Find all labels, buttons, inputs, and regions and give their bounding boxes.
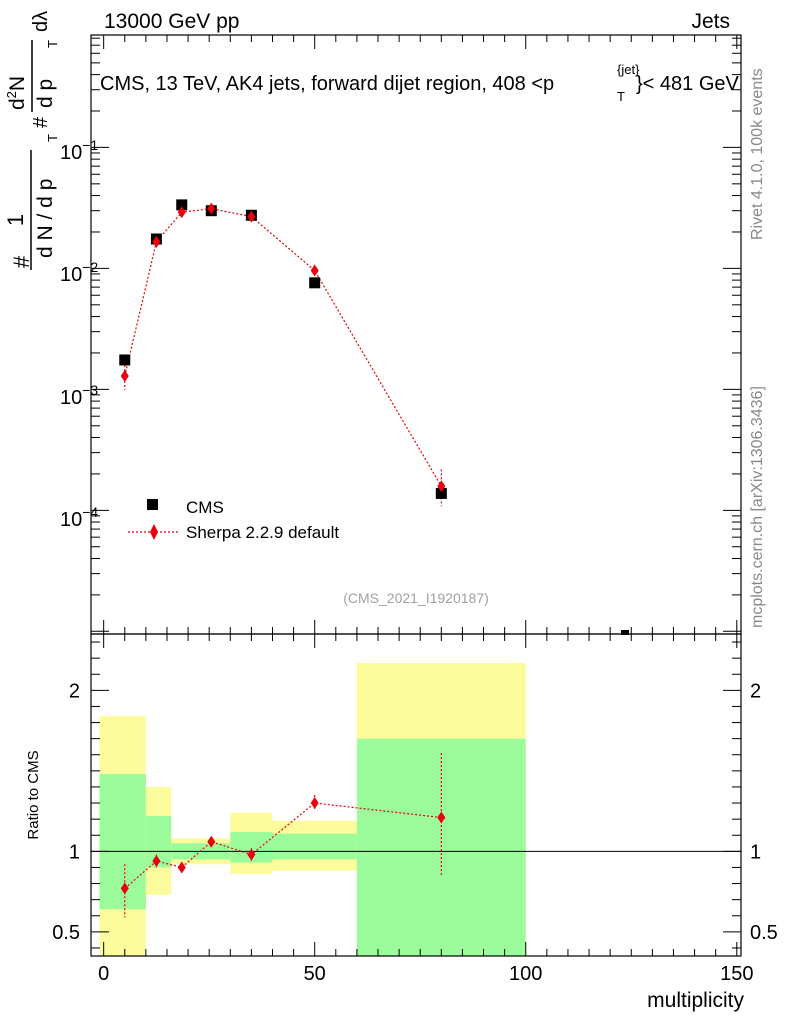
title-sub-t: T: [617, 89, 625, 104]
ratio-ytick-label-right: 2: [750, 680, 761, 702]
xtick-label: 50: [304, 963, 326, 985]
ratio-ytick-label-right: 0.5: [750, 922, 778, 944]
x-axis-label: multiplicity: [647, 989, 744, 1012]
cms-data-point: [176, 199, 188, 211]
ylabel-dlambda: dλ: [30, 11, 52, 32]
ratio-band-inner: [356, 738, 526, 956]
sherpa-mc-point: [247, 210, 256, 223]
ratio-tick-labels: 0.5 0.5 1 1 2 2 0 50 100 150: [52, 680, 778, 985]
ratio-mc-point: [120, 882, 129, 895]
main-plot-frame: [90, 34, 742, 635]
main-data-points: [119, 199, 447, 499]
ylabel-denominator-2: d p: [34, 79, 57, 108]
ratio-mc-points: [120, 797, 446, 895]
cms-data-point: [435, 487, 447, 499]
ylabel-sub-t-2: T: [45, 40, 60, 48]
xtick-label: 0: [98, 963, 109, 985]
ylabel-hash-2: #: [30, 116, 52, 128]
legend-sherpa-marker: [150, 524, 158, 540]
ratio-ytick-label-left: 2: [69, 680, 80, 702]
ratio-mc-point: [177, 861, 186, 874]
legend-cms-label: CMS: [186, 498, 224, 517]
header-category-label: Jets: [691, 10, 730, 33]
main-axis-ticks: [91, 35, 741, 634]
ratio-uncertainty-bands: [99, 662, 526, 956]
main-mc-connecting-line: [124, 208, 442, 487]
main-mc-error-bars: [124, 205, 442, 507]
sherpa-mc-point: [120, 369, 129, 382]
ratio-mc-point: [247, 848, 256, 861]
ratio-axis-ticks: [91, 634, 741, 956]
ytick-label-1e-4: 10−4: [60, 504, 98, 531]
main-y-axis-label: # 1 d N / d p T # d2N d p T dλ: [3, 11, 60, 270]
header-process-label: 13000 GeV pp: [104, 10, 239, 33]
ratio-band-inner: [272, 833, 357, 860]
sherpa-mc-point: [177, 206, 186, 219]
ylabel-numerator-1: 1: [3, 214, 28, 226]
cms-data-point: [119, 354, 131, 366]
ylabel-hash-1: #: [9, 255, 34, 268]
ytick-label-1e-1: 10−1: [60, 137, 98, 164]
mcplots-source-label: mcplots.cern.ch [arXiv:1306.3436]: [749, 386, 766, 628]
rivet-version-label: Rivet 4.1.0, 100k events: [749, 68, 766, 240]
ratio-mc-point: [437, 811, 446, 824]
main-mc-line: [124, 208, 442, 487]
legend: CMS Sherpa 2.2.9 default: [128, 498, 339, 542]
ytick-label-1e-3: 10−3: [60, 382, 98, 409]
sherpa-mc-point: [437, 480, 446, 493]
sherpa-mc-point: [207, 202, 216, 215]
sherpa-mc-point: [310, 264, 319, 277]
ratio-plot-frame: [90, 633, 742, 957]
sherpa-mc-point: [152, 235, 161, 248]
ratio-y-axis-label: Ratio to CMS: [25, 750, 42, 839]
ratio-mc-point: [310, 797, 319, 810]
ylabel-sub-t-1: T: [45, 134, 60, 142]
title-sup-jet: {jet}: [617, 62, 640, 77]
xtick-label: 100: [509, 963, 542, 985]
xtick-label: 150: [720, 963, 753, 985]
main-y-tick-labels: 10−4 10−3 10−2 10−1: [60, 137, 98, 531]
ratio-ytick-label-left: 1: [69, 841, 80, 863]
analysis-watermark: (CMS_2021_I1920187): [343, 590, 489, 606]
ratio-mc-point: [152, 855, 161, 868]
overflow-marker: [621, 630, 629, 635]
main-plot-title: CMS, 13 TeV, AK4 jets, forward dijet reg…: [100, 73, 554, 95]
ylabel-denominator-1: d N / d p: [34, 179, 57, 258]
ratio-ytick-label-left: 0.5: [52, 922, 80, 944]
title-prefix: CMS, 13 TeV, AK4 jets, forward dijet reg…: [100, 73, 554, 95]
ytick-label-1e-2: 10−2: [60, 259, 98, 286]
ratio-mc-point: [207, 835, 216, 848]
cms-data-point: [309, 277, 321, 289]
ratio-ytick-label-right: 1: [750, 841, 761, 863]
title-suffix: }< 481 GeV: [636, 73, 740, 95]
ylabel-numerator-2: d2N: [4, 76, 29, 110]
legend-sherpa-label: Sherpa 2.2.9 default: [186, 523, 339, 542]
legend-cms-marker: [147, 499, 158, 510]
